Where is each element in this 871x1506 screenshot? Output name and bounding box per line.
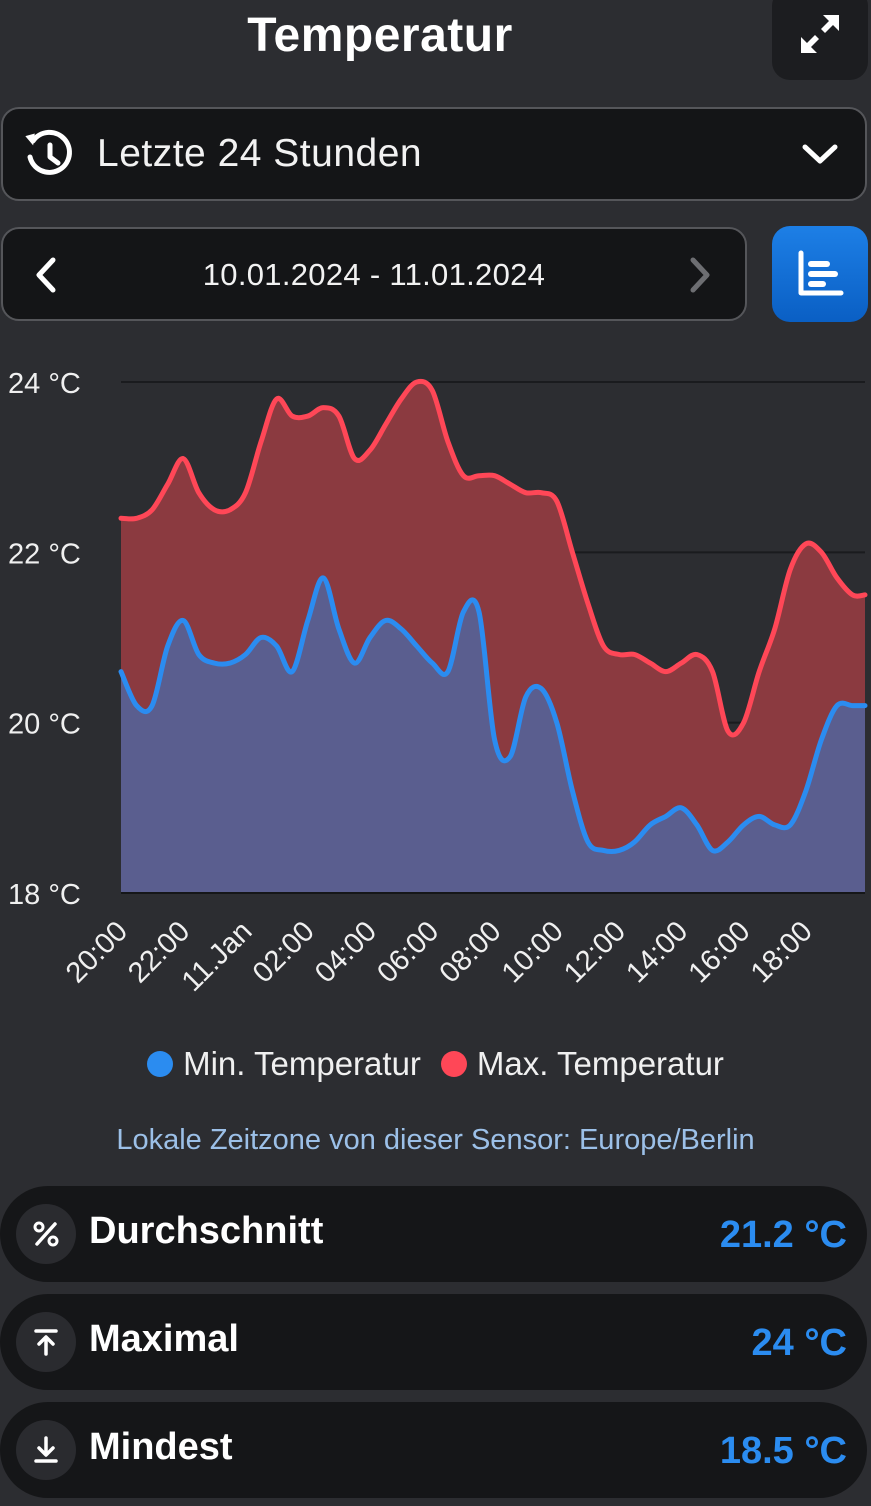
legend-dot-min: [147, 1051, 174, 1077]
stat-maximum: Maximal 24 °C: [0, 1294, 867, 1390]
date-range-text: 10.01.2024 - 11.01.2024: [202, 257, 546, 292]
x-tick-label: 16:00: [683, 915, 757, 989]
chevron-right-icon[interactable]: [683, 255, 715, 295]
stat-minimum: Mindest 18.5 °C: [0, 1402, 867, 1498]
legend-label-max: Max. Temperatur: [476, 1045, 724, 1082]
legend-item-min[interactable]: Min. Temperatur: [147, 1045, 421, 1083]
arrow-up-to-line-icon: [16, 1312, 76, 1372]
header: Temperatur: [0, 0, 871, 80]
expand-icon: [801, 15, 839, 53]
x-tick-label: 08:00: [434, 915, 508, 989]
stat-average: Durchschnitt 21.2 °C: [0, 1186, 867, 1282]
x-tick-label: 11.Jan: [176, 915, 259, 998]
min-temperature-line: [118, 575, 868, 854]
bar-chart-icon: [798, 250, 844, 296]
y-tick-label: 18 °C: [8, 879, 81, 911]
stat-value: 21.2 °C: [719, 1214, 847, 1256]
timezone-note: Lokale Zeitzone von dieser Sensor: Europ…: [116, 1124, 755, 1156]
legend-item-max[interactable]: Max. Temperatur: [440, 1045, 724, 1083]
max-temperature-line: [118, 378, 868, 738]
expand-button[interactable]: [772, 0, 868, 80]
y-tick-label: 20 °C: [8, 709, 81, 741]
legend-dot-max: [440, 1051, 467, 1077]
time-range-select[interactable]: Letzte 24 Stunden: [1, 107, 867, 201]
stat-value: 18.5 °C: [719, 1430, 847, 1472]
temperature-chart: 18 °C20 °C22 °C24 °C20:0022:0011.Jan02:0…: [8, 368, 868, 998]
stat-label: Mindest: [89, 1426, 233, 1468]
stat-label: Maximal: [89, 1318, 239, 1360]
x-tick-label: 02:00: [247, 915, 321, 989]
chart-legend: Min. Temperatur Max. Temperatur: [0, 1045, 871, 1083]
stat-label: Durchschnitt: [89, 1210, 324, 1252]
time-range-label: Letzte 24 Stunden: [97, 132, 423, 175]
x-tick-label: 20:00: [60, 915, 134, 989]
stat-value: 24 °C: [751, 1322, 847, 1364]
chevron-left-icon[interactable]: [31, 255, 63, 295]
arrow-down-to-line-icon: [16, 1420, 76, 1480]
x-tick-label: 10:00: [496, 915, 570, 989]
y-tick-label: 24 °C: [8, 368, 81, 400]
chevron-down-icon: [802, 144, 838, 164]
percent-icon: [16, 1204, 76, 1264]
chart-type-button[interactable]: [772, 226, 868, 322]
date-range-navigator: 10.01.2024 - 11.01.2024: [1, 227, 747, 321]
x-tick-label: 12:00: [558, 915, 632, 989]
y-tick-label: 22 °C: [8, 538, 81, 570]
x-tick-label: 04:00: [309, 915, 383, 989]
page-title: Temperatur: [247, 9, 513, 62]
history-icon: [25, 129, 72, 175]
x-tick-label: 06:00: [371, 915, 445, 989]
legend-label-min: Min. Temperatur: [183, 1045, 421, 1082]
x-tick-label: 18:00: [745, 915, 819, 989]
x-tick-label: 14:00: [620, 915, 694, 989]
